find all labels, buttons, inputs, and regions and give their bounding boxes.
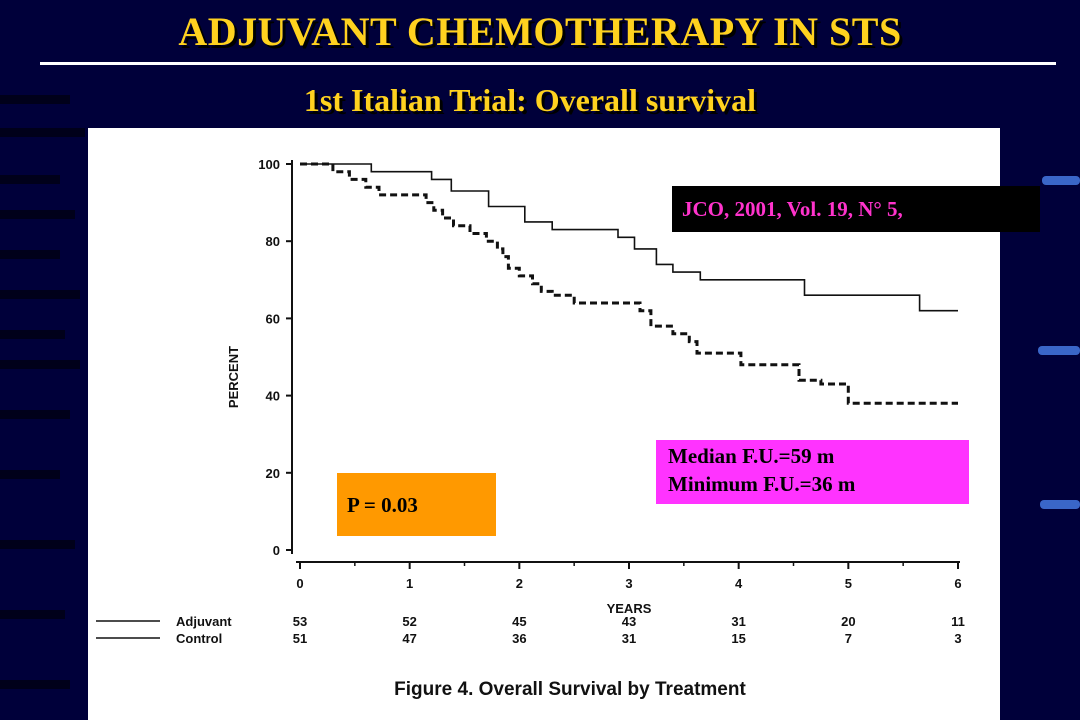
y-tick-label: 60 xyxy=(266,311,280,326)
background-stripe xyxy=(0,175,60,184)
background-chevron xyxy=(1042,176,1080,185)
y-tick-label: 40 xyxy=(266,389,280,404)
x-tick-label: 2 xyxy=(516,576,523,591)
slide-title: ADJUVANT CHEMOTHERAPY IN STS xyxy=(178,9,902,54)
risk-count: 7 xyxy=(845,631,852,646)
series-line-adjuvant xyxy=(300,163,958,312)
slide-subtitle: 1st Italian Trial: Overall survival xyxy=(303,82,757,118)
median-followup-text: Median F.U.=59 m xyxy=(668,444,835,468)
y-tick-label: 20 xyxy=(266,466,280,481)
risk-count: 3 xyxy=(954,631,961,646)
x-tick-label: 4 xyxy=(735,576,743,591)
background-stripe xyxy=(0,360,80,369)
risk-count: 51 xyxy=(293,631,307,646)
y-tick-label: 0 xyxy=(273,543,280,558)
risk-count: 52 xyxy=(402,614,416,629)
risk-row-label: Control xyxy=(176,631,222,646)
x-tick-label: 6 xyxy=(954,576,961,591)
risk-count: 31 xyxy=(731,614,745,629)
background-stripe xyxy=(0,470,60,479)
risk-count: 36 xyxy=(512,631,526,646)
risk-count: 11 xyxy=(951,614,965,629)
x-tick-label: 5 xyxy=(845,576,852,591)
background-stripe xyxy=(0,128,85,137)
risk-count: 20 xyxy=(841,614,855,629)
background-chevron xyxy=(1040,500,1080,509)
y-axis-label: PERCENT xyxy=(226,346,241,408)
background-stripe xyxy=(0,680,70,689)
risk-count: 31 xyxy=(622,631,636,646)
background-stripe xyxy=(0,210,75,219)
x-tick-label: 3 xyxy=(625,576,632,591)
background-stripe xyxy=(0,95,70,104)
risk-count: 45 xyxy=(512,614,526,629)
y-tick-label: 100 xyxy=(258,157,280,172)
background-stripe xyxy=(0,250,60,259)
x-axis-label: YEARS xyxy=(607,601,652,616)
figure-caption: Figure 4. Overall Survival by Treatment xyxy=(394,679,746,700)
risk-row-label: Adjuvant xyxy=(176,614,232,629)
risk-count: 15 xyxy=(731,631,745,646)
title-divider xyxy=(40,62,1056,65)
figure-panel: 0 20 40 60 80 100 0 1 2 3 4 5 6 YEARS PERCENT Adjuvant 5… xyxy=(88,128,1000,720)
background-stripe xyxy=(0,540,75,549)
y-tick-label: 80 xyxy=(266,234,280,249)
follow-up-box: Median F.U.=59 m Minimum F.U.=36 m xyxy=(656,440,969,504)
background-chevron xyxy=(1038,346,1080,355)
background-stripe xyxy=(0,330,65,339)
risk-count: 53 xyxy=(293,614,307,629)
background-stripe xyxy=(0,290,80,299)
background-stripe xyxy=(0,410,70,419)
series-line-control xyxy=(300,162,958,405)
citation-label: JCO, 2001, Vol. 19, N° 5, xyxy=(672,186,1040,232)
p-value-label: P = 0.03 xyxy=(337,473,496,536)
x-tick-label: 0 xyxy=(296,576,303,591)
minimum-followup-text: Minimum F.U.=36 m xyxy=(668,472,856,496)
background-stripe xyxy=(0,610,65,619)
risk-count: 43 xyxy=(622,614,636,629)
risk-count: 47 xyxy=(402,631,416,646)
x-tick-label: 1 xyxy=(406,576,413,591)
